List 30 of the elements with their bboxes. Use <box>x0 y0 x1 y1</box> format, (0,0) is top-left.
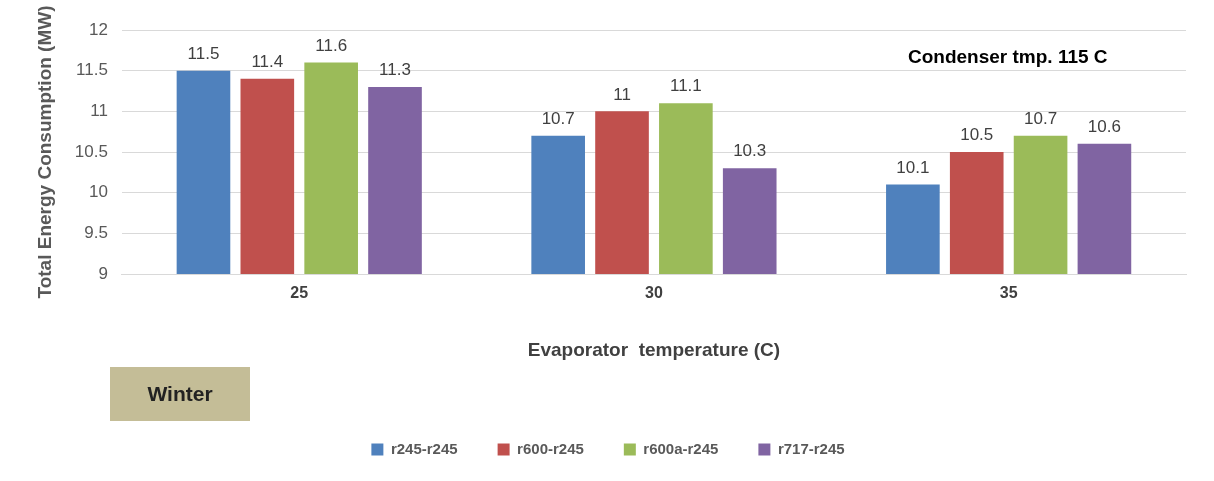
data-label: 11.5 <box>187 43 220 63</box>
data-label: 11.1 <box>669 76 702 96</box>
y-tick-label: 12 <box>88 19 108 39</box>
y-tick-label: 10 <box>88 182 108 202</box>
x-tick-label: 25 <box>290 284 309 302</box>
legend-label: r600-r245 <box>517 439 584 457</box>
y-tick-label: 9 <box>98 263 108 283</box>
legend-label: r245-r245 <box>390 439 458 457</box>
y-tick-label: 10.5 <box>74 141 108 161</box>
y-axis-title: Total Energy Consumption (MW) <box>33 5 55 299</box>
x-tick-label: 35 <box>999 284 1018 302</box>
y-tick-label: 11.5 <box>76 60 108 80</box>
data-label: 11.4 <box>251 51 284 71</box>
legend-label: r717-r245 <box>777 439 845 457</box>
data-label: 11 <box>613 84 631 104</box>
annotation: Condenser tmp. 115 C <box>908 46 1108 68</box>
data-label: 10.1 <box>896 157 930 177</box>
data-label: 10.7 <box>541 108 575 128</box>
legend-label: r600a-r245 <box>643 439 719 457</box>
data-label: 10.6 <box>1087 117 1121 137</box>
x-tick-label: 30 <box>645 284 663 302</box>
data-label: 10.3 <box>733 141 767 161</box>
data-label: 10.5 <box>960 125 994 145</box>
x-axis-title: Evaporator temperature (C) <box>527 338 781 360</box>
y-tick-label: 9.5 <box>84 223 108 243</box>
text: Winter <box>110 367 250 421</box>
data-label: 11.3 <box>379 60 411 80</box>
data-label: 10.7 <box>1024 108 1058 128</box>
y-tick-label: 11 <box>90 101 108 121</box>
data-label: 11.6 <box>315 35 348 55</box>
